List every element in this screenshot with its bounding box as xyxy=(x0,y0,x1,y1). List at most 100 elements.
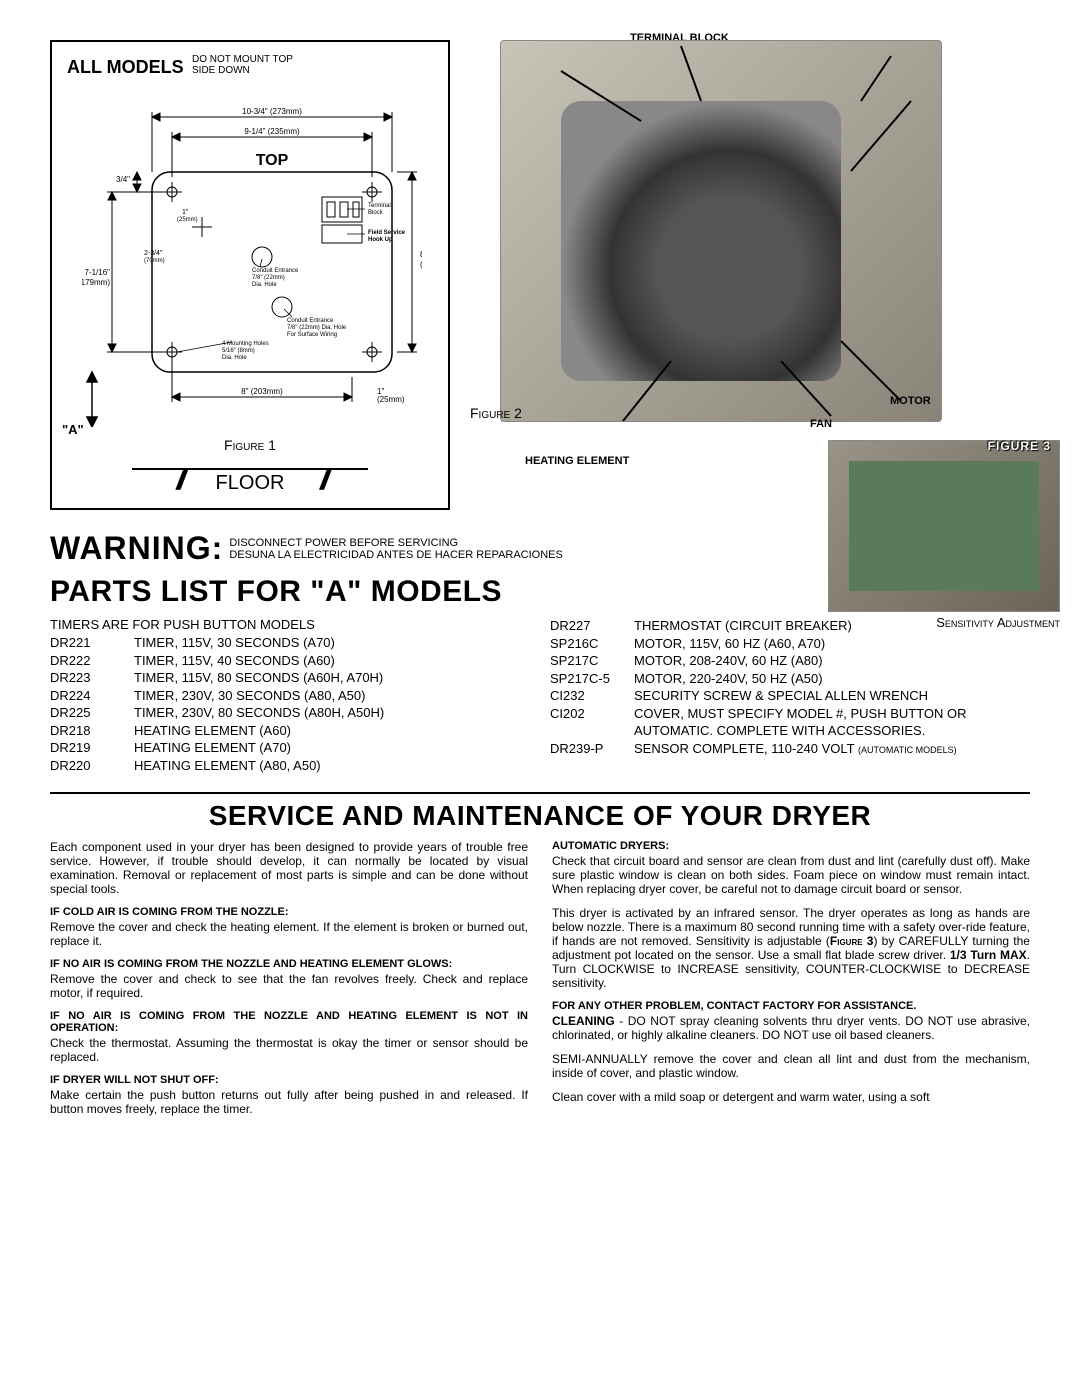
part-row: SP217C MOTOR, 208-240V, 60 HZ (A80) xyxy=(550,652,1030,670)
a-label: "A" xyxy=(62,422,84,437)
svg-text:Dia. Hole: Dia. Hole xyxy=(252,282,277,288)
part-code: DR227 xyxy=(550,617,622,635)
figure-3-photo: FIGURE 3 xyxy=(828,440,1060,612)
svg-text:(25mm): (25mm) xyxy=(177,217,198,223)
part-desc: SENSOR COMPLETE, 110-240 VOLT (AUTOMATIC… xyxy=(634,740,1030,758)
part-desc: MOTOR, 220-240V, 50 HZ (A50) xyxy=(634,670,1030,688)
service-title: SERVICE AND MAINTENANCE OF YOUR DRYER xyxy=(50,792,1030,832)
floor-label: // FLOOR // xyxy=(52,464,448,496)
svg-text:8" (203mm): 8" (203mm) xyxy=(241,387,283,396)
part-code: SP217C-5 xyxy=(550,670,622,688)
part-desc: TIMER, 230V, 80 SECONDS (A80H, A50H) xyxy=(134,704,530,722)
svg-text:4 Mounting Holes: 4 Mounting Holes xyxy=(222,341,269,347)
part-code: DR218 xyxy=(50,722,122,740)
part-code: DR221 xyxy=(50,634,122,652)
service-h3: IF NO AIR IS COMING FROM THE NOZZLE AND … xyxy=(50,1010,528,1034)
part-row: SP217C-5 MOTOR, 220-240V, 50 HZ (A50) xyxy=(550,670,1030,688)
figure-2-photo xyxy=(500,40,942,422)
figure-1-diagram: 10-3/4" (273mm) 9-1/4" (235mm) 3/4" 7-1/… xyxy=(82,97,422,427)
svg-text:7/8" (22mm): 7/8" (22mm) xyxy=(252,275,285,281)
service-h5: AUTOMATIC DRYERS: xyxy=(552,840,1030,852)
svg-text:Terminal: Terminal xyxy=(368,203,391,209)
service-p3: Check the thermostat. Assuming the therm… xyxy=(50,1036,528,1064)
part-code: DR223 xyxy=(50,669,122,687)
part-code: DR219 xyxy=(50,739,122,757)
svg-text:(25mm): (25mm) xyxy=(377,395,405,404)
svg-text:For Surface Wiring: For Surface Wiring xyxy=(287,332,337,338)
svg-text:Field Service: Field Service xyxy=(368,230,406,236)
svg-text:(179mm): (179mm) xyxy=(82,278,110,287)
part-desc: TIMER, 115V, 40 SECONDS (A60) xyxy=(134,652,530,670)
heating-element-label: HEATING ELEMENT xyxy=(525,455,629,467)
figure-2-caption: Figure 2 xyxy=(470,405,522,421)
top-figures-row: ALL MODELS DO NOT MOUNT TOP SIDE DOWN xyxy=(50,40,1030,510)
parts-col-right: DR227THERMOSTAT (CIRCUIT BREAKER)SP216CM… xyxy=(550,617,1030,774)
part-desc: MOTOR, 208-240V, 60 HZ (A80) xyxy=(634,652,1030,670)
service-p2: Remove the cover and check to see that t… xyxy=(50,972,528,1000)
service-p1: Remove the cover and check the heating e… xyxy=(50,920,528,948)
part-code: DR239-P xyxy=(550,740,622,758)
service-columns: Each component used in your dryer has be… xyxy=(50,840,1030,1120)
svg-text:1": 1" xyxy=(182,209,189,216)
part-row: SP216C MOTOR, 115V, 60 HZ (A60, A70) xyxy=(550,635,1030,653)
service-p9: Clean cover with a mild soap or detergen… xyxy=(552,1090,1030,1104)
part-code: DR222 xyxy=(50,652,122,670)
timers-note: TIMERS ARE FOR PUSH BUTTON MODELS xyxy=(50,617,530,632)
part-row: DR218 HEATING ELEMENT (A60) xyxy=(50,722,530,740)
part-row: DR223 TIMER, 115V, 80 SECONDS (A60H, A70H… xyxy=(50,669,530,687)
part-row: DR225 TIMER, 230V, 80 SECONDS (A80H, A50H… xyxy=(50,704,530,722)
service-h6: FOR ANY OTHER PROBLEM, CONTACT FACTORY F… xyxy=(552,1000,1030,1012)
svg-text:7/8" (22mm) Dia. Hole: 7/8" (22mm) Dia. Hole xyxy=(287,325,347,331)
dim-w-outer: 10-3/4" (273mm) xyxy=(242,107,302,116)
svg-text:Conduit Entrance: Conduit Entrance xyxy=(287,318,334,324)
part-desc: TIMER, 115V, 80 SECONDS (A60H, A70H) xyxy=(134,669,530,687)
part-row: CI202COVER, MUST SPECIFY MODEL #, PUSH B… xyxy=(550,705,1030,740)
figure-2-area: TERMINAL BLOCK THERMOSTAT BACKPLATE SENS… xyxy=(470,40,1030,510)
part-desc: HEATING ELEMENT (A60) xyxy=(134,722,530,740)
part-row: DR224 TIMER, 230V, 30 SECONDS (A80, A50) xyxy=(50,687,530,705)
parts-columns: TIMERS ARE FOR PUSH BUTTON MODELS DR221 T… xyxy=(50,617,1030,774)
part-code: SP216C xyxy=(550,635,622,653)
service-h1: IF COLD AIR IS COMING FROM THE NOZZLE: xyxy=(50,906,528,918)
part-code: DR220 xyxy=(50,757,122,775)
all-models-label: ALL MODELS xyxy=(67,57,184,78)
figure-3-caption: FIGURE 3 xyxy=(988,439,1051,453)
part-desc: MOTOR, 115V, 60 HZ (A60, A70) xyxy=(634,635,1030,653)
part-code: DR224 xyxy=(50,687,122,705)
service-p4: Make certain the push button returns out… xyxy=(50,1088,528,1116)
part-row: DR219 HEATING ELEMENT (A70) xyxy=(50,739,530,757)
part-desc: TIMER, 115V, 30 SECONDS (A70) xyxy=(134,634,530,652)
service-p5: Check that circuit board and sensor are … xyxy=(552,854,1030,896)
part-code: DR225 xyxy=(50,704,122,722)
part-code: SP217C xyxy=(550,652,622,670)
warning-text: DISCONNECT POWER BEFORE SERVICING DESUNA… xyxy=(229,537,563,561)
svg-text:3/4": 3/4" xyxy=(116,175,130,184)
fan-label: FAN xyxy=(810,418,832,430)
service-intro: Each component used in your dryer has be… xyxy=(50,840,528,896)
part-row: CI232 SECURITY SCREW & SPECIAL ALLEN WREN… xyxy=(550,687,1030,705)
parts-col-left: TIMERS ARE FOR PUSH BUTTON MODELS DR221 T… xyxy=(50,617,530,774)
warning-label: WARNING: xyxy=(50,530,223,567)
service-p7: CLEANING - DO NOT spray cleaning solvent… xyxy=(552,1014,1030,1042)
part-desc: HEATING ELEMENT (A70) xyxy=(134,739,530,757)
part-code: CI232 xyxy=(550,687,622,705)
part-desc: TIMER, 230V, 30 SECONDS (A80, A50) xyxy=(134,687,530,705)
hash-left: // xyxy=(146,464,210,495)
svg-text:7-1/16": 7-1/16" xyxy=(84,268,110,277)
part-row: DR221 TIMER, 115V, 30 SECONDS (A70) xyxy=(50,634,530,652)
service-p8: SEMI-ANNUALLY remove the cover and clean… xyxy=(552,1052,1030,1080)
dim-w-inner: 9-1/4" (235mm) xyxy=(244,127,300,136)
part-desc: HEATING ELEMENT (A80, A50) xyxy=(134,757,530,775)
svg-text:Hook Up: Hook Up xyxy=(368,237,393,243)
part-desc: SECURITY SCREW & SPECIAL ALLEN WRENCH xyxy=(634,687,1030,705)
svg-text:Conduit Entrance: Conduit Entrance xyxy=(252,268,299,274)
svg-text:(217mm): (217mm) xyxy=(420,260,422,269)
figure-1-box: ALL MODELS DO NOT MOUNT TOP SIDE DOWN xyxy=(50,40,450,510)
service-h4: IF DRYER WILL NOT SHUT OFF: xyxy=(50,1074,528,1086)
service-h2: IF NO AIR IS COMING FROM THE NOZZLE AND … xyxy=(50,958,528,970)
svg-text:2-3/4": 2-3/4" xyxy=(144,250,163,257)
svg-text:TOP: TOP xyxy=(256,152,289,169)
part-row: DR222 TIMER, 115V, 40 SECONDS (A60) xyxy=(50,652,530,670)
svg-text:5/16" (8mm): 5/16" (8mm) xyxy=(222,348,255,354)
part-code: CI202 xyxy=(550,705,622,740)
